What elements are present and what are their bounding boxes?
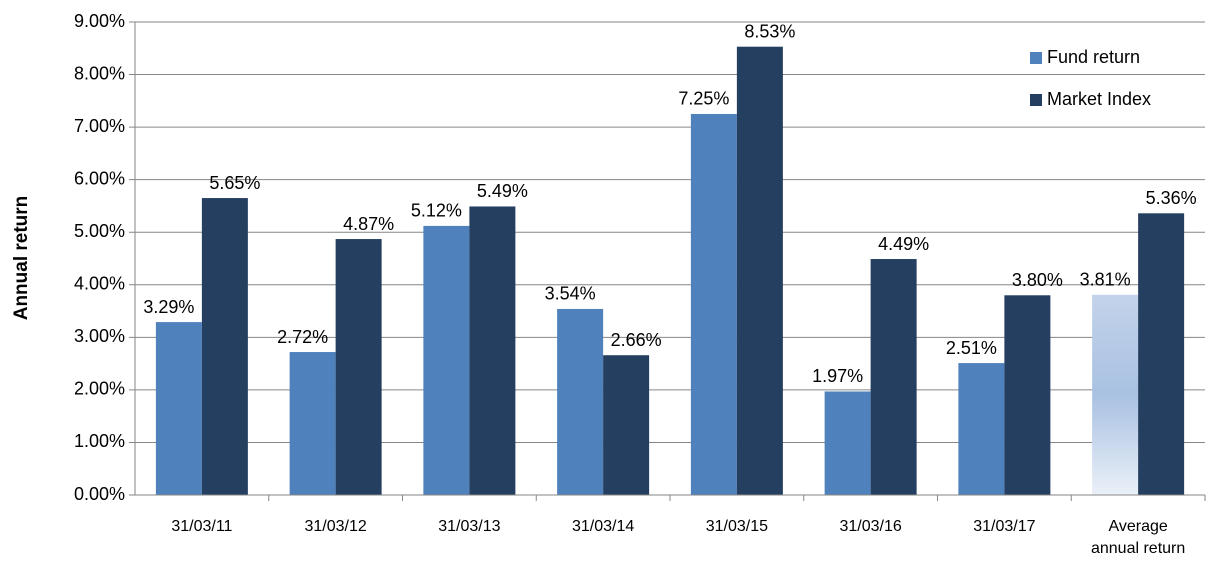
legend-swatch xyxy=(1030,94,1042,106)
y-tick-label: 5.00% xyxy=(74,221,125,241)
bar xyxy=(824,391,871,495)
value-label: 5.49% xyxy=(477,181,528,201)
bar xyxy=(557,308,604,495)
y-tick-label: 2.00% xyxy=(74,379,125,399)
y-axis-title: Annual return xyxy=(11,196,32,321)
value-label: 2.51% xyxy=(946,338,997,358)
value-label: 2.66% xyxy=(611,330,662,350)
y-tick-label: 0.00% xyxy=(74,484,125,504)
y-tick-label: 7.00% xyxy=(74,116,125,136)
x-tick-label: 31/03/15 xyxy=(705,518,769,535)
bar xyxy=(423,225,470,495)
value-label: 4.87% xyxy=(343,214,394,234)
bar xyxy=(958,363,1005,495)
bar xyxy=(603,355,650,495)
legend-label: Market Index xyxy=(1047,89,1151,109)
value-label: 8.53% xyxy=(744,21,795,41)
bar xyxy=(1004,295,1051,495)
bar xyxy=(155,322,202,495)
y-tick-label: 3.00% xyxy=(74,326,125,346)
y-tick-label: 9.00% xyxy=(74,11,125,31)
x-tick-label: 31/03/12 xyxy=(304,518,367,535)
value-label: 1.97% xyxy=(812,366,863,386)
x-tick-label: 31/03/14 xyxy=(571,518,635,535)
y-tick-label: 6.00% xyxy=(74,168,125,188)
legend-label: Fund return xyxy=(1047,47,1140,67)
x-tick-label: 31/03/16 xyxy=(839,518,902,535)
value-label: 4.49% xyxy=(878,234,929,254)
bar xyxy=(736,46,783,495)
bar xyxy=(690,113,737,495)
x-tick-label: 31/03/11 xyxy=(171,518,233,535)
value-label: 2.72% xyxy=(277,327,328,347)
x-tick-label: Average annual return xyxy=(1090,518,1186,557)
value-label: 3.81% xyxy=(1080,270,1131,290)
bar xyxy=(469,206,516,495)
bar xyxy=(335,239,382,495)
y-tick-label: 1.00% xyxy=(74,431,125,451)
value-label: 3.80% xyxy=(1012,270,1063,290)
x-tick-label: 31/03/13 xyxy=(438,518,501,535)
bar xyxy=(870,259,917,495)
value-label: 5.36% xyxy=(1146,188,1197,208)
value-label: 3.29% xyxy=(143,297,194,317)
bar xyxy=(289,352,336,495)
value-label: 3.54% xyxy=(545,284,596,304)
bar xyxy=(201,198,248,496)
legend-swatch xyxy=(1030,52,1042,64)
bar xyxy=(1138,213,1185,495)
value-label: 5.65% xyxy=(209,173,260,193)
y-tick-label: 4.00% xyxy=(74,274,125,294)
value-label: 5.12% xyxy=(411,201,462,221)
x-tick-label: 31/03/17 xyxy=(973,518,1036,535)
bar xyxy=(1092,294,1139,495)
value-label: 7.25% xyxy=(678,89,729,109)
y-tick-label: 8.00% xyxy=(74,63,125,83)
